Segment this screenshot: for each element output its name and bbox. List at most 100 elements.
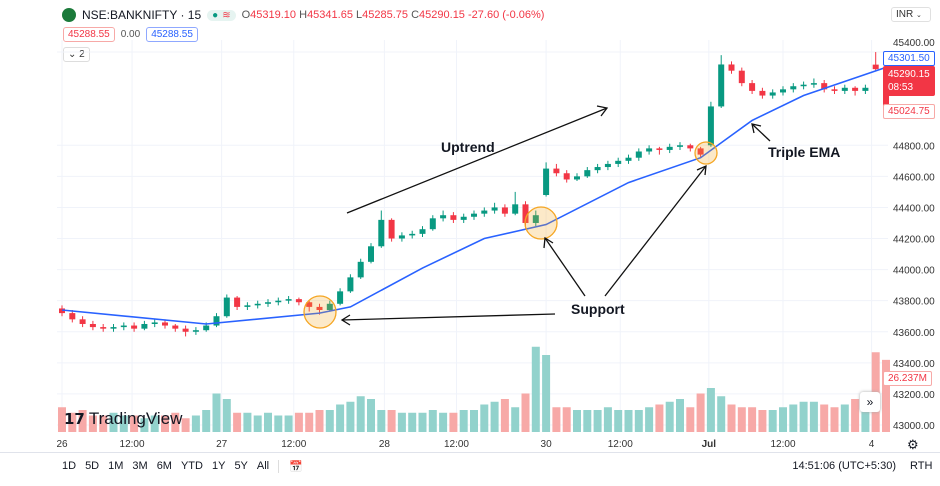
ohlc-values: O45319.10 H45341.65 L45285.75 C45290.15 …: [241, 9, 545, 21]
volume-bar: [78, 410, 87, 432]
timeframe-all[interactable]: All: [256, 460, 270, 472]
volume-bar: [274, 415, 283, 432]
volume-bar: [418, 412, 427, 432]
candle: [501, 207, 508, 214]
settings-gear-icon[interactable]: ⚙: [907, 437, 919, 452]
volume-bar: [243, 412, 252, 432]
date-range-calendar-icon[interactable]: 📅: [278, 460, 303, 473]
market-status-badge[interactable]: ● ≋: [207, 9, 236, 21]
timeframe-3m[interactable]: 3M: [132, 460, 148, 472]
price-tick-label: 43800.00: [893, 297, 935, 308]
candle: [172, 325, 179, 329]
candle: [666, 146, 673, 150]
volume-bars: [58, 346, 890, 432]
session-button[interactable]: RTH: [910, 460, 933, 472]
price-axis[interactable]: 43000.00 43200.00 43400.00 43600.00 43800.00…: [893, 38, 935, 432]
low-price-tag: 45024.75: [883, 104, 935, 119]
candle: [831, 89, 838, 91]
volume-bar: [758, 410, 767, 432]
volume-bar: [706, 388, 715, 432]
volume-bar: [264, 412, 272, 432]
volume-bar: [542, 355, 551, 432]
clock-timezone[interactable]: 14:51:06 (UTC+5:30): [792, 460, 896, 472]
timeframe-5d[interactable]: 5D: [85, 460, 100, 472]
timeframe-ytd[interactable]: YTD: [180, 460, 203, 472]
candle: [316, 306, 323, 311]
volume-bar: [58, 407, 66, 432]
candle: [759, 90, 766, 96]
volume-bar: [840, 404, 849, 432]
sell-price-button[interactable]: 45288.55: [63, 27, 115, 42]
volume-bar: [305, 412, 314, 432]
volume-bar: [768, 410, 777, 432]
candle: [697, 148, 704, 155]
timeframe-6m[interactable]: 6M: [156, 460, 172, 472]
candle: [738, 70, 745, 84]
support-circle: [303, 295, 337, 329]
volume-bar: [119, 415, 128, 432]
buy-price-button[interactable]: 45288.55: [146, 27, 198, 42]
volume-bar: [233, 412, 242, 432]
timeframe-1y[interactable]: 1Y: [211, 460, 226, 472]
candle: [790, 86, 797, 90]
volume-bar: [459, 410, 468, 432]
volume-bar: [603, 407, 612, 432]
candle: [368, 246, 374, 262]
timeframe-5y[interactable]: 5Y: [234, 460, 248, 472]
candle: [79, 319, 86, 324]
volume-bar: [748, 407, 757, 432]
triple-ema-label: Triple EMA: [768, 144, 841, 160]
candle: [203, 325, 210, 331]
volume-bar: [212, 393, 221, 432]
candle: [419, 229, 426, 234]
currency-select[interactable]: INR ⌄: [891, 7, 931, 22]
last-price-tag: 45290.15 08:53: [883, 66, 935, 96]
time-tick-label: Jul: [701, 439, 717, 450]
candle: [234, 297, 241, 307]
volume-bar: [593, 410, 602, 432]
symbol-title[interactable]: NSE:BANKNIFTY · 15: [82, 8, 202, 22]
volume-bar: [470, 410, 478, 432]
candle: [512, 204, 519, 214]
volume-bar: [779, 407, 787, 432]
candle: [749, 83, 756, 91]
candle: [244, 305, 251, 307]
support-arrow: [604, 165, 707, 297]
candle: [728, 64, 735, 71]
timeframe-1d[interactable]: 1D: [62, 460, 77, 472]
volume-bar: [655, 404, 664, 432]
volume-bar: [130, 415, 139, 432]
time-tick-label: 4: [868, 439, 875, 450]
volume-bar: [552, 407, 561, 432]
price-tick-label: 44600.00: [893, 172, 935, 183]
candle: [687, 145, 694, 149]
volume-bar: [480, 404, 489, 432]
volume-bar: [851, 399, 860, 432]
volume-bar: [439, 412, 448, 432]
price-tick-label: 44000.00: [893, 266, 935, 277]
scroll-to-realtime-button[interactable]: »: [860, 392, 880, 412]
candle: [110, 327, 117, 329]
candle: [295, 299, 302, 303]
candle: [306, 302, 313, 307]
candle: [141, 323, 148, 329]
candle: [460, 216, 467, 220]
candle: [471, 213, 477, 217]
volume-bar: [161, 415, 169, 432]
volume-bar: [737, 407, 746, 432]
time-tick-label: 26: [56, 439, 68, 450]
candle: [780, 89, 786, 93]
timeframe-1m[interactable]: 1M: [108, 460, 124, 472]
volume-bar: [830, 407, 839, 432]
candles: [59, 52, 889, 337]
candle: [285, 299, 292, 301]
collapse-indicators-button[interactable]: ⌄ 2: [63, 47, 90, 62]
timeframe-bar: 1D 5D 1M 3M 6M YTD 1Y 5Y All 📅: [62, 460, 303, 473]
candle: [429, 218, 436, 230]
candle: [553, 168, 560, 174]
time-tick-label: 12:00: [119, 439, 145, 450]
volume-bar: [181, 418, 190, 432]
volume-bar: [99, 415, 108, 432]
volume-bar: [336, 404, 345, 432]
candle: [100, 327, 107, 329]
